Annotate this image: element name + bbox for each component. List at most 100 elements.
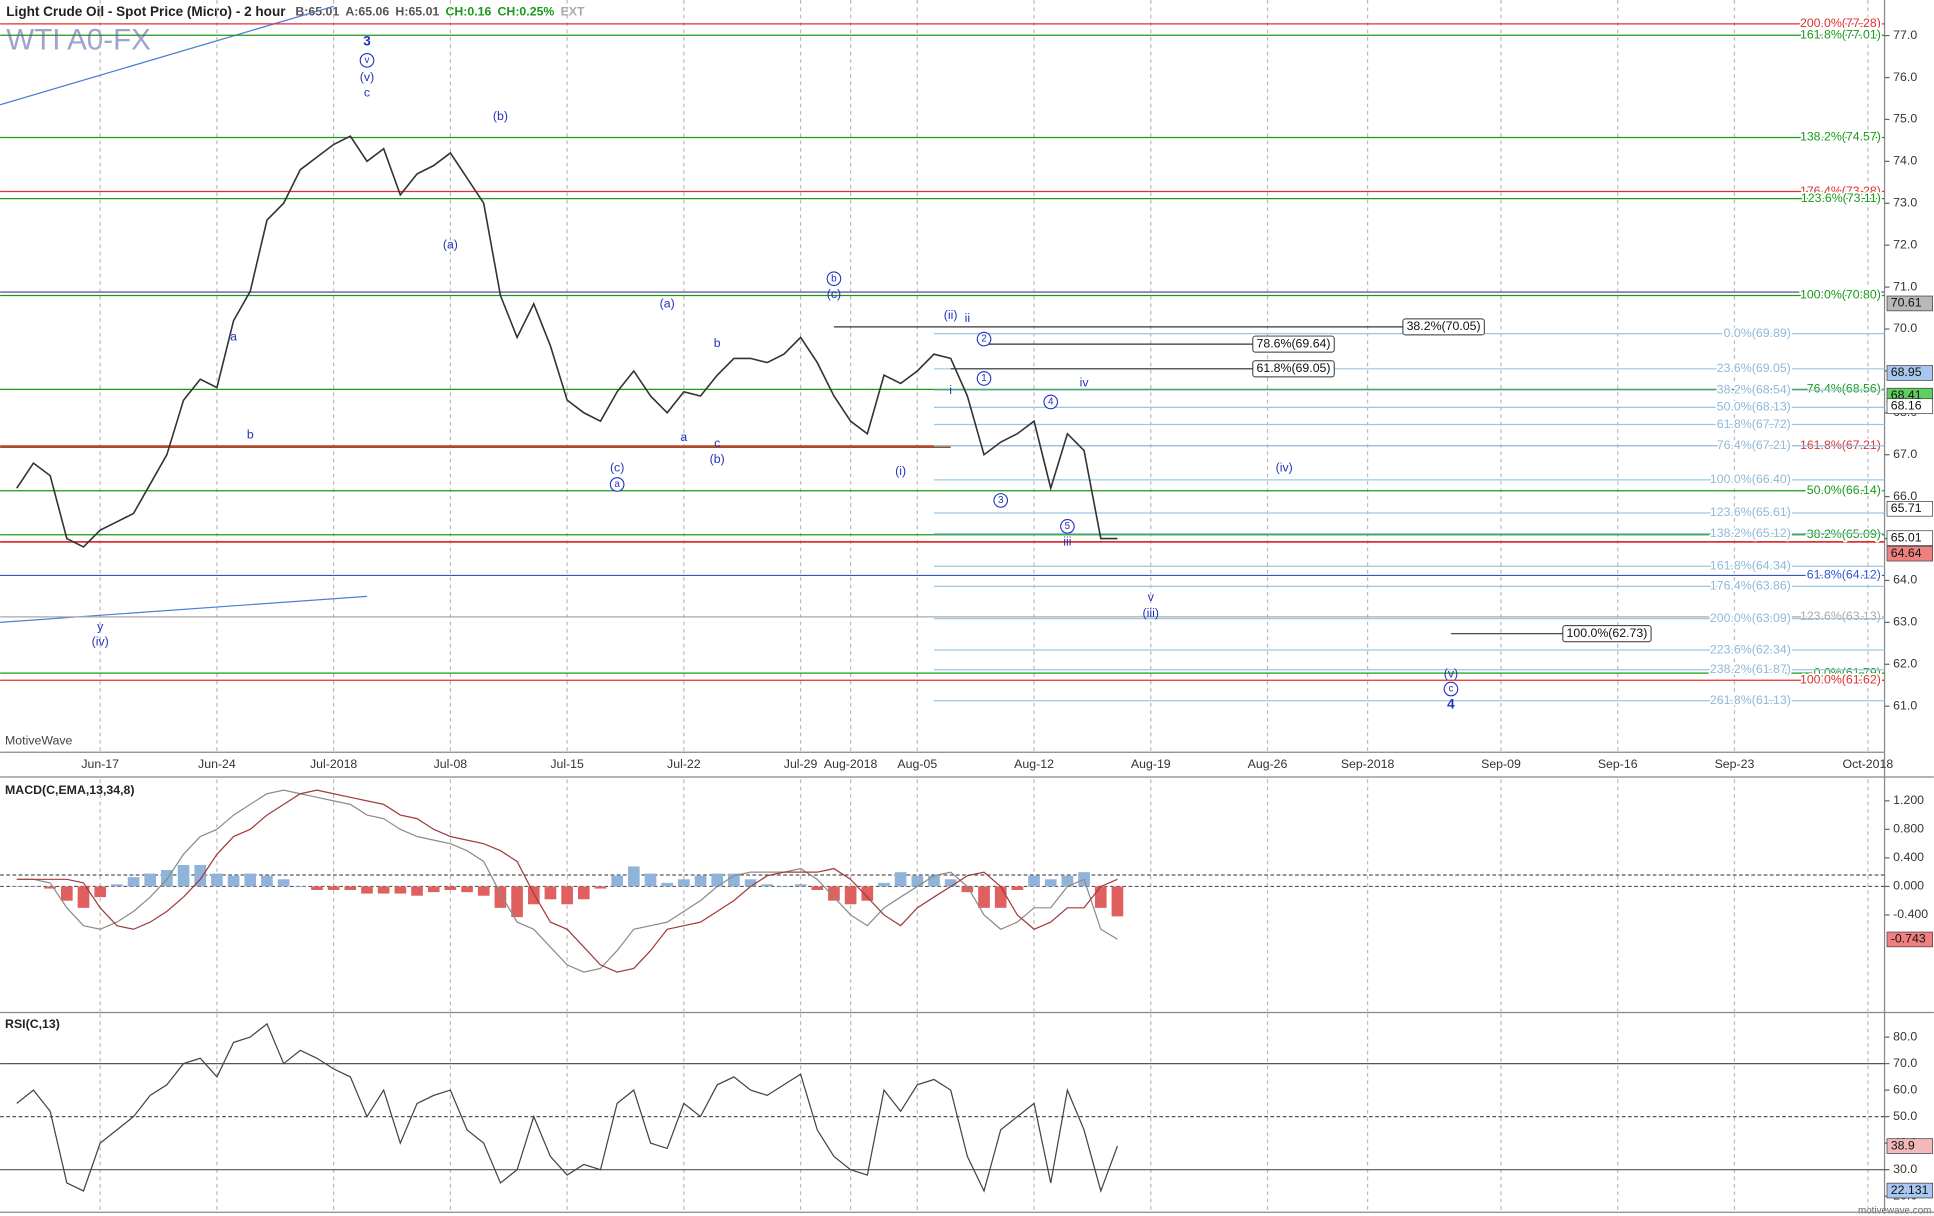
histogram-bar bbox=[144, 873, 157, 887]
fib-level-label: 50.0%(68.13) bbox=[1717, 400, 1791, 414]
histogram-bar bbox=[661, 882, 674, 887]
y-tick-label: 73.0 bbox=[1893, 196, 1917, 210]
histogram-bar bbox=[10, 886, 23, 888]
histogram-bar bbox=[211, 873, 223, 887]
wave-circle bbox=[359, 53, 375, 68]
y-tick-label: 72.0 bbox=[1893, 237, 1917, 251]
x-tick-label: Aug-12 bbox=[1014, 757, 1054, 771]
histogram-bar bbox=[828, 886, 840, 901]
price-tag bbox=[1886, 365, 1934, 381]
y-tick-label: 1.200 bbox=[1893, 793, 1924, 807]
y-tick-label: 61.0 bbox=[1893, 698, 1917, 712]
histogram-bar bbox=[127, 877, 140, 887]
price-tag bbox=[1886, 1182, 1934, 1199]
fib-level-label: 123.6%(73.11) bbox=[1801, 191, 1881, 205]
quote-item: CH:0.25% bbox=[498, 5, 555, 19]
histogram-bar bbox=[227, 875, 240, 887]
histogram-bar bbox=[361, 886, 373, 894]
histogram-bar bbox=[811, 886, 824, 891]
histogram-bar bbox=[311, 886, 323, 891]
histogram-bar bbox=[561, 886, 573, 905]
histogram-bar bbox=[377, 886, 390, 894]
fib-level-label: 176.4%(63.86) bbox=[1710, 579, 1791, 593]
wave-label: (iii) bbox=[1143, 606, 1159, 620]
price-tag-label: 38.9 bbox=[1891, 1138, 1915, 1152]
wave-circle bbox=[993, 493, 1009, 508]
price-tag-label: -0.743 bbox=[1891, 932, 1926, 946]
x-tick-label: Aug-05 bbox=[897, 757, 937, 771]
fib-level-label: 138.2%(65.12) bbox=[1710, 526, 1791, 540]
wave-label: (a) bbox=[660, 297, 675, 311]
histogram-bar bbox=[577, 886, 590, 900]
wave-label: (iv) bbox=[1276, 460, 1293, 474]
histogram-bar bbox=[1011, 886, 1024, 891]
wave-label: 4 bbox=[1447, 697, 1455, 712]
histogram-bar bbox=[94, 886, 107, 898]
y-tick-label: 71.0 bbox=[1893, 279, 1917, 293]
x-tick-label: Sep-09 bbox=[1481, 757, 1521, 771]
histogram-bar bbox=[444, 886, 457, 891]
wave-circle bbox=[1060, 519, 1075, 534]
wave-circle bbox=[609, 477, 625, 492]
histogram-bar bbox=[261, 875, 273, 887]
fib-level-label: 123.6%(65.61) bbox=[1710, 505, 1791, 519]
wave-label: (b) bbox=[493, 109, 508, 123]
x-tick-label: Aug-2018 bbox=[824, 757, 878, 771]
wave-label: a bbox=[614, 479, 620, 490]
price-tag bbox=[1886, 501, 1934, 517]
wave-label: 1 bbox=[981, 373, 986, 384]
y-tick-label: 63.0 bbox=[1893, 615, 1917, 629]
fib-level-label: 261.8%(61.13) bbox=[1710, 693, 1791, 707]
wave-circle bbox=[1043, 394, 1059, 410]
trendline bbox=[0, 5, 334, 106]
x-tick-label: Jul-2018 bbox=[310, 757, 357, 771]
price-tag-label: 22.131 bbox=[1891, 1183, 1929, 1197]
panel-title: RSI(C,13) bbox=[5, 1017, 60, 1031]
price-tag-label: 65.71 bbox=[1891, 501, 1922, 515]
histogram-bar bbox=[60, 886, 73, 901]
histogram-bar bbox=[477, 886, 490, 896]
ref-box bbox=[1402, 318, 1485, 336]
histogram-bar bbox=[794, 884, 807, 887]
fib-level-label: 50.0%(66.14) bbox=[1807, 483, 1881, 497]
histogram-bar bbox=[911, 875, 924, 887]
x-tick-label: Sep-2018 bbox=[1341, 757, 1395, 771]
price-tag-label: 70.61 bbox=[1891, 296, 1922, 310]
y-tick-label: 80.0 bbox=[1893, 1029, 1917, 1043]
series-line bbox=[16, 135, 1118, 548]
x-tick-label: Oct-2018 bbox=[1843, 757, 1894, 771]
histogram-bar bbox=[928, 875, 940, 887]
histogram-bar bbox=[544, 886, 557, 900]
x-tick-label: Jun-17 bbox=[81, 757, 119, 771]
y-tick-label: 74.0 bbox=[1893, 154, 1917, 168]
wave-label: (iv) bbox=[92, 634, 109, 648]
histogram-bar bbox=[294, 886, 307, 888]
histogram-bar bbox=[394, 886, 407, 894]
price-tag-label: 68.16 bbox=[1891, 398, 1922, 412]
ref-box bbox=[1252, 360, 1335, 378]
wave-circle bbox=[976, 331, 992, 347]
price-tag bbox=[1886, 1138, 1934, 1154]
wave-label: iv bbox=[1080, 375, 1090, 389]
histogram-bar bbox=[778, 886, 790, 888]
histogram-bar bbox=[177, 865, 190, 887]
chart-title: Light Crude Oil - Spot Price (Micro) - 2… bbox=[6, 4, 286, 19]
price-tag bbox=[1886, 295, 1934, 312]
fib-level-label: 0.0%(69.89) bbox=[1724, 326, 1791, 340]
fib-level-label: 238.2%(61.87) bbox=[1710, 662, 1791, 676]
histogram-bar bbox=[461, 886, 473, 893]
x-tick-label: Aug-26 bbox=[1248, 757, 1288, 771]
quote-item: CH:0.16 bbox=[445, 5, 491, 19]
wave-label: 5 bbox=[1065, 521, 1071, 532]
x-tick-label: Sep-16 bbox=[1598, 757, 1638, 771]
fib-level-label: 61.8%(67.72) bbox=[1717, 417, 1791, 431]
price-tag-label: 68.95 bbox=[1891, 365, 1922, 379]
x-tick-label: Jul-29 bbox=[784, 757, 818, 771]
fib-level-label: 61.8%(64.12) bbox=[1807, 568, 1881, 582]
fib-level-label: 176.4%(73.28) bbox=[1800, 184, 1881, 198]
ref-box bbox=[1562, 625, 1652, 643]
wave-label: v bbox=[1148, 590, 1155, 604]
trendline bbox=[0, 595, 368, 623]
fib-level-label: 161.8%(64.34) bbox=[1710, 558, 1791, 572]
wave-label: (v) bbox=[1444, 667, 1458, 681]
